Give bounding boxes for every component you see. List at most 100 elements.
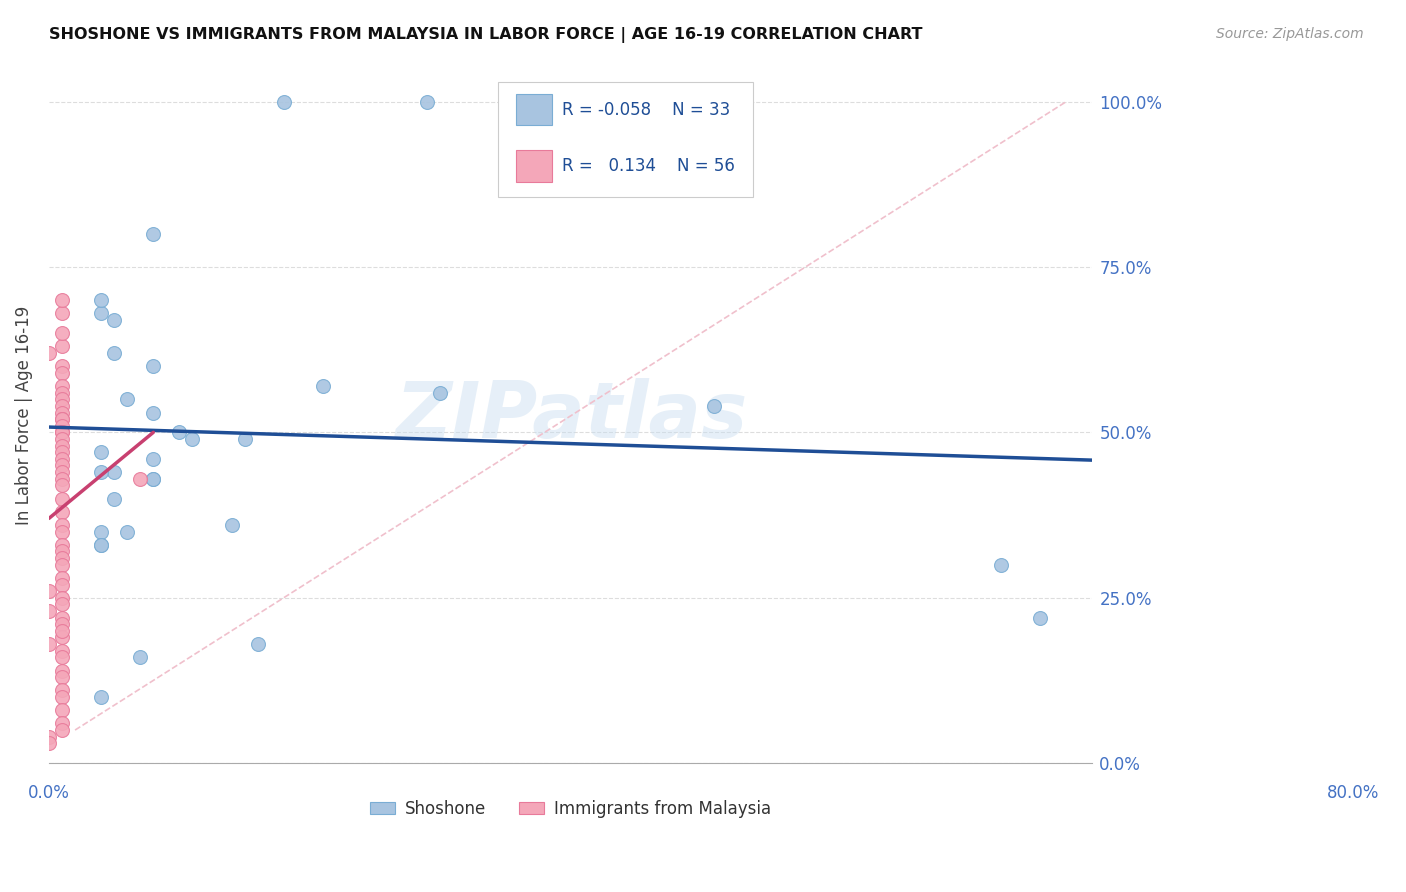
Point [51,617,73,632]
Point [51,610,73,624]
Y-axis label: In Labor Force | Age 16-19: In Labor Force | Age 16-19 [15,306,32,525]
Point [38,730,60,744]
Point [51,577,73,591]
Point [51,306,73,320]
Point [1029,610,1052,624]
Point [142,359,165,374]
Point [51,571,73,585]
Point [90,306,112,320]
Point [221,518,243,533]
Point [38,584,60,599]
Point [51,418,73,433]
FancyBboxPatch shape [498,82,754,197]
Point [115,392,138,407]
Point [51,538,73,552]
Point [103,491,125,506]
Text: 80.0%: 80.0% [1327,784,1379,802]
Point [51,359,73,374]
Point [51,723,73,737]
Point [51,405,73,419]
Point [51,624,73,638]
Point [51,544,73,558]
FancyBboxPatch shape [516,151,553,183]
Point [51,432,73,446]
Point [703,399,725,413]
Point [169,425,191,440]
Point [51,326,73,340]
Point [51,664,73,678]
Point [115,524,138,539]
Point [129,472,152,486]
Point [38,346,60,360]
Point [51,412,73,426]
Text: SHOSHONE VS IMMIGRANTS FROM MALAYSIA IN LABOR FORCE | AGE 16-19 CORRELATION CHAR: SHOSHONE VS IMMIGRANTS FROM MALAYSIA IN … [49,27,922,43]
Point [51,643,73,657]
Point [273,95,295,109]
Point [142,472,165,486]
Text: R = -0.058    N = 33: R = -0.058 N = 33 [562,101,731,119]
Point [429,385,451,400]
Point [51,425,73,440]
Point [51,551,73,566]
Point [90,293,112,307]
Point [51,716,73,731]
Point [51,465,73,479]
Point [51,491,73,506]
Point [51,558,73,572]
Point [51,524,73,539]
Point [51,412,73,426]
Point [246,637,269,651]
Point [990,558,1012,572]
Point [90,465,112,479]
Point [51,591,73,605]
Point [38,736,60,750]
Point [51,505,73,519]
Point [51,399,73,413]
Point [38,604,60,618]
Point [51,339,73,353]
Point [103,465,125,479]
Point [51,451,73,466]
Point [233,432,256,446]
Point [90,538,112,552]
FancyBboxPatch shape [516,94,553,126]
Point [51,670,73,684]
Point [51,385,73,400]
Point [51,425,73,440]
Point [103,313,125,327]
Point [142,472,165,486]
Point [38,637,60,651]
Point [51,683,73,698]
Point [51,650,73,665]
Point [51,439,73,453]
Point [51,458,73,473]
Point [51,690,73,704]
Point [142,227,165,241]
Point [103,346,125,360]
Point [416,95,439,109]
Point [51,379,73,393]
Text: 0.0%: 0.0% [28,784,70,802]
Point [90,445,112,459]
Point [51,478,73,492]
Point [51,598,73,612]
Legend: Shoshone, Immigrants from Malaysia: Shoshone, Immigrants from Malaysia [363,793,778,824]
Point [90,524,112,539]
Point [51,392,73,407]
Point [90,538,112,552]
Point [51,445,73,459]
Point [51,293,73,307]
Point [312,379,335,393]
Text: R =   0.134    N = 56: R = 0.134 N = 56 [562,158,735,176]
Point [51,631,73,645]
Point [51,366,73,380]
Point [51,472,73,486]
Point [142,451,165,466]
Text: Source: ZipAtlas.com: Source: ZipAtlas.com [1216,27,1364,41]
Point [51,518,73,533]
Text: ZIPatlas: ZIPatlas [395,378,747,454]
Point [129,650,152,665]
Point [51,703,73,717]
Point [90,690,112,704]
Point [181,432,204,446]
